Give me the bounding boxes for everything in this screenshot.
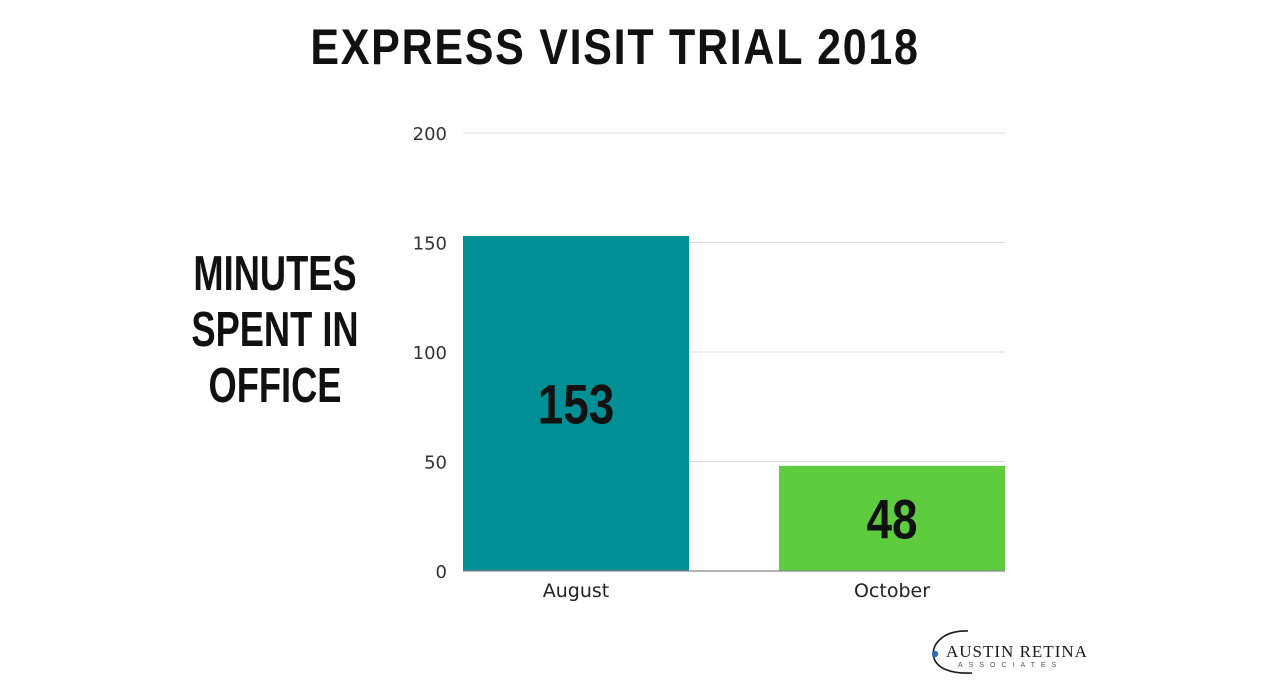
bar-october bbox=[779, 465, 1005, 571]
x-tick-label: October bbox=[854, 580, 930, 602]
bar-august bbox=[463, 235, 689, 571]
y-tick-label: 100 bbox=[413, 343, 447, 364]
y-axis-label-line-3: OFFICE bbox=[208, 359, 342, 413]
y-tick-label: 150 bbox=[413, 234, 447, 255]
y-tick-label: 50 bbox=[424, 453, 447, 474]
y-tick-label: 200 bbox=[413, 124, 447, 145]
y-tick-labels: 0 50 100 150 200 bbox=[413, 124, 447, 583]
y-tick-label: 0 bbox=[436, 562, 447, 583]
chart-title: EXPRESS VISIT TRIAL 2018 bbox=[310, 19, 920, 75]
x-tick-labels: August October bbox=[543, 580, 930, 602]
logo-arc-icon bbox=[931, 630, 973, 674]
data-label: 48 bbox=[866, 488, 917, 550]
y-axis-label-line-1: MINUTES bbox=[193, 247, 357, 301]
y-axis-label: MINUTES SPENT IN OFFICE bbox=[183, 246, 368, 414]
x-tick-label: August bbox=[543, 580, 610, 602]
bars bbox=[463, 235, 1005, 571]
austin-retina-logo: AUSTIN RETINA ASSOCIATES bbox=[928, 628, 1088, 680]
data-label: 153 bbox=[538, 373, 615, 435]
y-axis-label-line-2: SPENT IN bbox=[191, 303, 359, 357]
logo-main-text: AUSTIN RETINA bbox=[946, 642, 1088, 661]
data-labels: 153 48 bbox=[538, 373, 918, 550]
logo-sub-text: ASSOCIATES bbox=[958, 662, 1063, 669]
